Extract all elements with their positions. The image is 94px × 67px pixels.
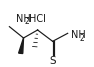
Text: 2: 2: [25, 17, 30, 26]
Text: NH: NH: [71, 30, 86, 40]
Text: 2: 2: [79, 34, 84, 43]
Polygon shape: [19, 38, 24, 54]
Text: NH: NH: [16, 14, 31, 24]
Text: S: S: [50, 56, 56, 66]
Text: ·HCl: ·HCl: [26, 14, 46, 24]
